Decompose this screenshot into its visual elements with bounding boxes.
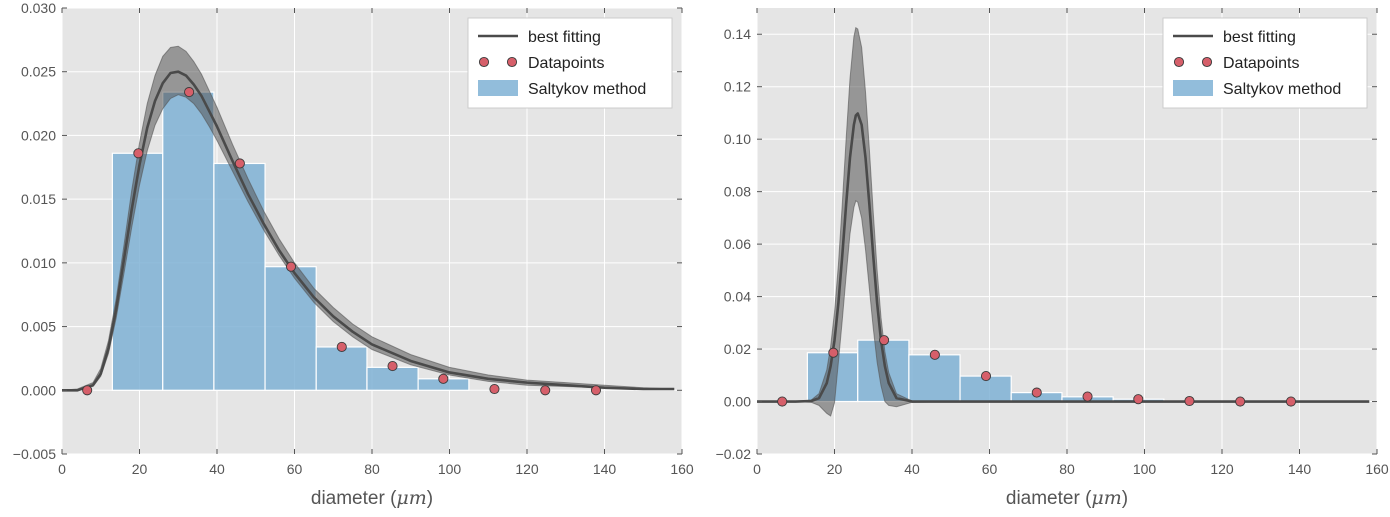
fit-confidence-band	[757, 26, 1370, 417]
best-fitting-line	[757, 112, 1370, 403]
x-tick-label: 160	[670, 461, 694, 477]
histogram-bar	[315, 346, 368, 391]
legend: best fitting Datapoints Saltykov method	[1162, 17, 1368, 109]
legend-patch-swatch	[1173, 80, 1213, 96]
x-tick-label: 0	[753, 461, 761, 477]
x-axis-label-close-paren: )	[1122, 488, 1128, 509]
datapoint	[828, 347, 839, 358]
saltykov-bars	[111, 91, 470, 391]
datapoint	[1133, 394, 1144, 405]
legend-label-saltykov: Saltykov method	[1223, 81, 1341, 98]
x-tick-label: 100	[438, 461, 462, 477]
legend-label-best-fitting: best fitting	[528, 29, 601, 46]
plot-content	[757, 26, 1370, 417]
x-tick-label: 40	[209, 461, 225, 477]
x-axis-label-text: diameter	[1006, 488, 1081, 509]
datapoint	[1235, 396, 1246, 407]
y-tick-label: 0.10	[724, 131, 751, 147]
datapoint	[929, 349, 940, 360]
y-tick-label: 0.015	[21, 191, 56, 207]
x-tick-label: 140	[1288, 461, 1312, 477]
x-axis-label-text: diameter	[311, 488, 386, 509]
y-tick-label: 0.04	[724, 289, 751, 305]
x-tick-label: 20	[827, 461, 843, 477]
y-tick-label: 0.005	[21, 319, 56, 335]
y-tick-label: 0.08	[724, 184, 751, 200]
histogram-bar	[162, 91, 215, 391]
x-axis-label-unit: μm	[1091, 487, 1121, 509]
datapoint	[1031, 387, 1042, 398]
datapoint	[590, 385, 602, 396]
x-tick-label: 140	[593, 461, 617, 477]
y-tick-label: 0.06	[724, 236, 751, 252]
datapoint	[184, 87, 195, 98]
y-tick-label: 0.020	[21, 127, 56, 143]
best-fitting-line	[62, 70, 675, 392]
y-tick-label: 0.02	[724, 341, 751, 357]
x-tick-label: 120	[515, 461, 539, 477]
legend-patch-swatch	[478, 80, 518, 96]
datapoint	[879, 335, 890, 346]
x-axis-label-close-paren: )	[427, 488, 433, 509]
legend-label-saltykov: Saltykov method	[528, 81, 646, 98]
x-tick-label: 60	[287, 461, 303, 477]
x-tick-label: 100	[1133, 461, 1157, 477]
y-tick-label: 0.025	[21, 64, 56, 80]
datapoint	[82, 385, 93, 396]
plot-content	[62, 45, 675, 396]
datapoint	[387, 361, 398, 372]
legend-marker-swatch	[506, 56, 518, 68]
datapoint	[1184, 395, 1195, 407]
datapoint	[1285, 396, 1297, 407]
x-axis-label-open-paren: (	[1080, 488, 1092, 509]
x-tick-label: 20	[132, 461, 148, 477]
x-tick-label: 0	[58, 461, 66, 477]
datapoint	[336, 341, 347, 353]
x-axis-label-unit: μm	[396, 487, 426, 509]
x-tick-label: 60	[982, 461, 998, 477]
y-tick-label: 0.010	[21, 255, 56, 271]
legend: best fitting Datapoints Saltykov method	[467, 17, 673, 109]
legend-marker-swatch	[478, 56, 490, 68]
y-tick-label: −0.005	[13, 446, 56, 462]
y-tick-label: 0.14	[724, 26, 751, 42]
histogram-bar	[908, 354, 961, 403]
datapoints	[777, 335, 1297, 407]
datapoint	[777, 396, 788, 407]
x-tick-label: 80	[1059, 461, 1075, 477]
x-tick-label: 40	[904, 461, 920, 477]
legend-marker-swatch	[1201, 56, 1213, 68]
datapoint	[489, 383, 500, 395]
y-tick-label: −0.02	[716, 446, 752, 462]
y-tick-label: 0.030	[21, 0, 56, 16]
x-axis-label-open-paren: (	[385, 488, 397, 509]
datapoint	[1082, 391, 1093, 402]
x-axis-label: diameter (μm)	[1006, 487, 1128, 509]
y-tick-label: 0.000	[21, 382, 56, 398]
datapoint	[285, 261, 297, 272]
legend-marker-swatch	[1173, 56, 1185, 68]
legend-label-datapoints: Datapoints	[528, 55, 605, 72]
datapoint	[540, 385, 551, 396]
legend-label-datapoints: Datapoints	[1223, 55, 1300, 72]
x-axis-label: diameter (μm)	[311, 487, 433, 509]
legend-label-best-fitting: best fitting	[1223, 29, 1296, 46]
datapoint	[234, 158, 245, 169]
axis-ticks: 0 20 40 60 80 100 120 140 160 −0.005 0.000 0.005 0.0…	[13, 0, 694, 477]
x-tick-label: 120	[1210, 461, 1234, 477]
datapoint	[133, 148, 144, 159]
datapoint	[980, 371, 992, 382]
datapoints	[82, 87, 602, 396]
x-tick-label: 80	[364, 461, 380, 477]
y-tick-label: 0.00	[724, 394, 751, 410]
axis-ticks: 0 20 40 60 80 100 120 140 160 −0.02 0.00 0.02 0.04 0.…	[716, 8, 1389, 477]
chart-2: 0 20 40 60 80 100 120 140 160 −0.02 0.00 0.02 0.04 0.…	[716, 8, 1389, 509]
chart-1: 0 20 40 60 80 100 120 140 160 −0.005 0.000 0.005 0.0…	[13, 0, 694, 509]
datapoint	[438, 373, 449, 384]
x-tick-label: 160	[1365, 461, 1389, 477]
y-tick-label: 0.12	[724, 79, 751, 95]
